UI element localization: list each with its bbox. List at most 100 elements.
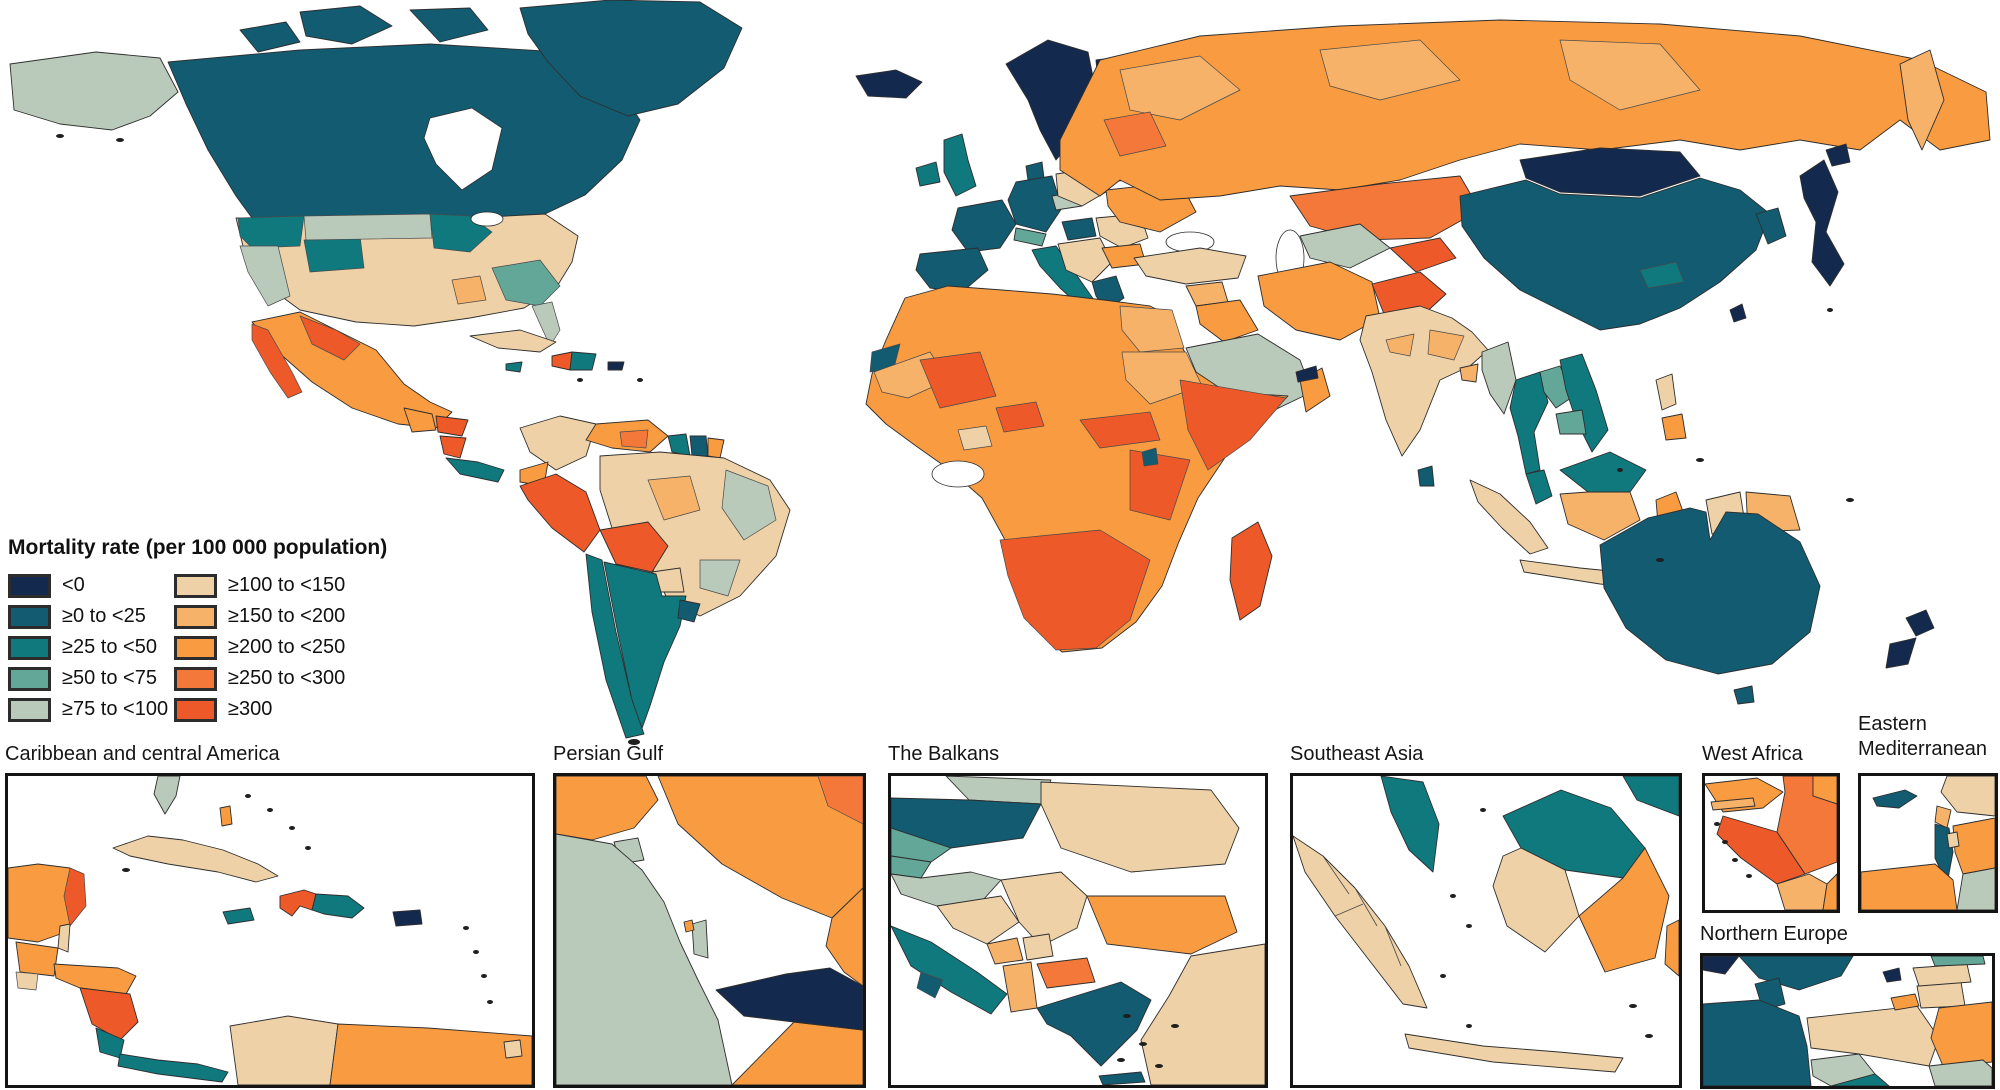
- region-jamaica: [223, 908, 254, 924]
- region-vietnam: [1560, 354, 1608, 452]
- region-uruguay: [678, 600, 700, 622]
- region-mali-interior: [1777, 776, 1837, 874]
- region-puerto-rico: [393, 910, 422, 926]
- region-sahel: [996, 402, 1044, 432]
- inset-title-eastern-mediterranean: Eastern Mediterranean: [1858, 713, 1987, 760]
- region-sabah-tip: [1623, 776, 1679, 816]
- region-brazil-east: [722, 470, 776, 540]
- inset-balkans-map: [891, 776, 1265, 1085]
- region-trinidad: [504, 1040, 522, 1058]
- inset-title-caribbean: Caribbean and central America: [5, 743, 280, 765]
- region-jamaica: [506, 362, 522, 372]
- region-gotland: [1883, 968, 1901, 982]
- region-new-zealand-south: [1886, 638, 1916, 668]
- region-greece: [1037, 982, 1151, 1066]
- region-austria: [1831, 1074, 1889, 1086]
- inset-northern-europe: [1700, 953, 1995, 1089]
- region-colombia: [230, 1016, 338, 1085]
- region-china-province: [1640, 262, 1684, 288]
- legend-label: ≥50 to <75: [62, 667, 157, 689]
- region-laos: [1540, 366, 1574, 408]
- region-cambodia: [1556, 410, 1586, 434]
- region-western-balkans: [1058, 238, 1112, 282]
- region-turkey: [1141, 944, 1265, 1085]
- legend-label: ≥200 to <250: [228, 636, 346, 658]
- region-alaska: [10, 52, 178, 130]
- inset-title-southeast-asia: Southeast Asia: [1290, 743, 1424, 765]
- region-bahrain: [684, 920, 694, 932]
- region-arctic-island: [410, 8, 488, 42]
- legend-item: ≥300: [174, 694, 404, 725]
- legend-swatch: [174, 666, 217, 691]
- region-east-africa: [1130, 450, 1190, 520]
- region-estonia: [1931, 956, 1985, 966]
- inset-west-africa: [1702, 773, 1840, 913]
- region-horn-of-africa: [1180, 380, 1286, 470]
- legend: Mortality rate (per 100 000 population) …: [8, 536, 448, 725]
- inset-title-west-africa: West Africa: [1702, 743, 1803, 765]
- region-tasmania: [1734, 686, 1754, 704]
- region-kalimantan-east: [1579, 848, 1669, 972]
- region-ireland: [916, 162, 940, 186]
- region-iran-province: [818, 776, 863, 824]
- region-france: [952, 200, 1016, 252]
- region-bangladesh: [1460, 364, 1478, 382]
- region-costa-rica-panama: [446, 458, 504, 482]
- legend-swatch: [174, 697, 217, 722]
- region-serbia: [1001, 872, 1087, 946]
- region-egypt: [1861, 864, 1957, 910]
- legend-swatch: [8, 635, 51, 660]
- legend-swatch: [174, 635, 217, 660]
- region-venezuela-east: [620, 430, 648, 448]
- region-guatemala: [404, 408, 436, 432]
- region-malaysia: [1526, 470, 1552, 504]
- region-bosnia: [937, 896, 1019, 944]
- inset-northern-europe-map: [1703, 956, 1992, 1086]
- inset-caribbean-map: [8, 776, 532, 1085]
- legend-label: ≥100 to <150: [228, 574, 346, 596]
- legend-title: Mortality rate (per 100 000 population): [8, 536, 388, 559]
- legend-item: ≥25 to <50: [8, 632, 174, 663]
- region-nicaragua: [80, 988, 138, 1040]
- legend-item: ≥250 to <300: [174, 663, 404, 694]
- legend-label: <0: [62, 574, 85, 596]
- inset-southeast-asia: [1290, 773, 1682, 1088]
- region-peru: [520, 474, 600, 552]
- region-germany: [1703, 1000, 1811, 1086]
- region-usa-north: [304, 214, 432, 240]
- region-kyrgyzstan-tajikistan: [1390, 238, 1456, 272]
- region-montenegro: [987, 938, 1023, 964]
- region-uae: [716, 968, 863, 1030]
- legend-item: ≥150 to <200: [174, 601, 404, 632]
- region-argentina: [604, 562, 686, 734]
- region-hungary: [1062, 218, 1096, 240]
- region-slovakia: [1929, 1060, 1992, 1086]
- inset-persian-gulf-map: [556, 776, 863, 1085]
- inset-caribbean: [5, 773, 535, 1088]
- region-iceland: [856, 70, 922, 98]
- region-sweden: [1739, 956, 1853, 990]
- region-usa-northwest: [238, 216, 304, 248]
- inset-eastern-mediterranean: [1858, 773, 1998, 913]
- legend-label: ≥25 to <50: [62, 636, 157, 658]
- region-denmark: [1026, 162, 1044, 180]
- region-west-africa-coast: [958, 426, 992, 450]
- region-mexico-north: [300, 316, 360, 360]
- region-iran: [1258, 262, 1380, 340]
- region-saudi-arabia: [556, 834, 732, 1085]
- region-crete: [1099, 1072, 1145, 1085]
- region-sri-lanka: [1418, 466, 1434, 486]
- inset-title-persian-gulf: Persian Gulf: [553, 743, 664, 765]
- region-italy: [891, 926, 1007, 1014]
- region-romania: [1041, 782, 1239, 872]
- region-india-north: [1386, 334, 1414, 356]
- region-panama: [118, 1054, 228, 1082]
- region-mali: [920, 352, 996, 408]
- hudson-bay: [424, 108, 502, 190]
- region-kazakhstan: [1290, 176, 1480, 240]
- region-usa-southeast: [492, 260, 560, 306]
- region-uzbekistan-turkmenistan: [1300, 224, 1390, 268]
- region-borneo-malaysia: [1560, 452, 1646, 492]
- region-latvia: [1913, 964, 1971, 986]
